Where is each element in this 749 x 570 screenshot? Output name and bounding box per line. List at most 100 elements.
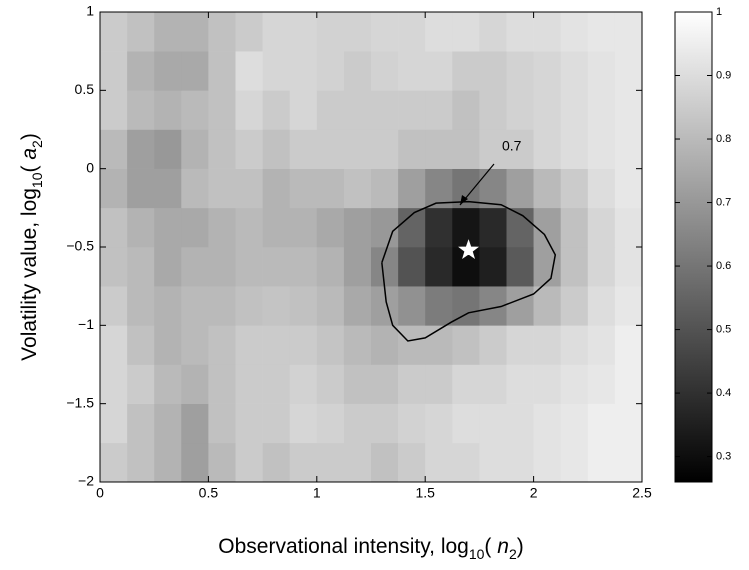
cell [506, 168, 534, 209]
cell [425, 247, 453, 287]
cell [127, 247, 155, 287]
cell [154, 168, 182, 209]
cell [479, 90, 507, 130]
cell [452, 364, 480, 404]
cell [343, 442, 372, 483]
cell [100, 90, 128, 130]
cell [127, 403, 155, 444]
optimum-marker [458, 239, 480, 260]
cell [100, 364, 128, 404]
cell [452, 207, 480, 248]
cell [316, 90, 345, 130]
cell [425, 207, 453, 248]
cell [614, 286, 643, 326]
cell [398, 51, 426, 91]
cell [100, 325, 128, 365]
cell [343, 90, 372, 130]
y-tick-label: −2 [78, 473, 94, 489]
cell [614, 207, 643, 248]
cell [425, 442, 453, 483]
y-tick-label: 0 [86, 159, 94, 175]
y-tick-label: 1 [86, 3, 94, 19]
cell [398, 207, 426, 248]
cell [343, 168, 372, 209]
cell [343, 51, 372, 91]
colorbar [674, 11, 713, 483]
label-part: ( [484, 535, 497, 558]
label-part: 2 [29, 140, 45, 148]
cell [181, 51, 209, 91]
cell [479, 442, 507, 483]
cell [371, 12, 399, 52]
cell [398, 90, 426, 130]
cell [289, 51, 318, 91]
cell [587, 51, 616, 91]
cell [587, 403, 616, 444]
cell [100, 12, 128, 52]
cell [560, 286, 589, 326]
cell [289, 129, 318, 169]
cell [208, 168, 236, 209]
cell [452, 129, 480, 169]
cell [100, 168, 128, 209]
cell [533, 403, 561, 444]
cell [479, 364, 507, 404]
cell [398, 403, 426, 444]
cell [127, 286, 155, 326]
cell [181, 90, 209, 130]
cell [533, 168, 561, 209]
cell [425, 403, 453, 444]
cell [371, 168, 399, 209]
cell [154, 286, 182, 326]
heatmap [100, 12, 643, 483]
label-part: Observational intensity, log [218, 535, 469, 558]
cell [235, 168, 263, 209]
cell [506, 442, 534, 483]
cell [343, 403, 372, 444]
cell [479, 168, 507, 209]
cell [560, 207, 589, 248]
cell [506, 51, 534, 91]
cell [560, 364, 589, 404]
cell [100, 442, 128, 483]
colorbar-tick-label: 0.6 [716, 260, 731, 272]
cell [371, 364, 399, 404]
cell [533, 325, 561, 365]
colorbar-tick-label: 0.7 [716, 196, 731, 208]
cell [208, 247, 236, 287]
cell [371, 403, 399, 444]
cell [371, 51, 399, 91]
colorbar-tick-label: 0.3 [716, 451, 731, 463]
cell [100, 286, 128, 326]
cell [208, 129, 236, 169]
cell [343, 207, 372, 248]
colorbar-tick-label: 0.8 [716, 133, 731, 145]
cell [316, 286, 345, 326]
cell [506, 286, 534, 326]
cell [425, 129, 453, 169]
cell [127, 51, 155, 91]
cell [262, 12, 290, 52]
label-part: ) [18, 133, 41, 140]
cell [127, 442, 155, 483]
cell [235, 325, 263, 365]
cell [614, 51, 643, 91]
cell [289, 403, 318, 444]
cell [235, 286, 263, 326]
cell [208, 286, 236, 326]
cell [208, 364, 236, 404]
cell [587, 207, 616, 248]
cell [398, 364, 426, 404]
cell [154, 12, 182, 52]
cell [262, 129, 290, 169]
cell [343, 325, 372, 365]
label-part: ( [18, 160, 41, 173]
cell [181, 207, 209, 248]
cell [235, 247, 263, 287]
y-tick-label: −1 [78, 316, 94, 332]
cell [289, 247, 318, 287]
cell [154, 247, 182, 287]
contour-label: 0.7 [502, 138, 522, 154]
cell [100, 207, 128, 248]
cell [262, 442, 290, 483]
